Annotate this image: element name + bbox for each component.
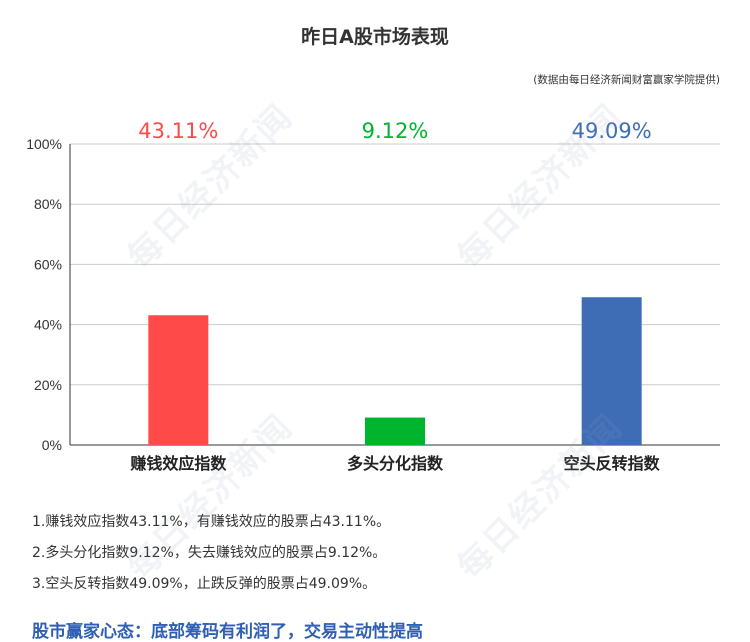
y-tick-label: 0% bbox=[42, 437, 62, 453]
bar bbox=[581, 297, 642, 445]
bar-chart: 0% 20% 40% 60% 80% 100% 赚钱效应指数 43.11% 多头分化指数 9.12… bbox=[26, 119, 720, 473]
data-label: 43.11% bbox=[138, 119, 218, 143]
data-source-note: (数据由每日经济新闻财富赢家学院提供) bbox=[533, 74, 720, 86]
note-item: 2.多头分化指数9.12%，失去赚钱效应的股票占9.12%。 bbox=[32, 545, 387, 561]
bar bbox=[365, 417, 425, 445]
x-tick-label: 多头分化指数 bbox=[347, 454, 444, 473]
y-tick-label: 20% bbox=[34, 377, 62, 393]
x-tick-label: 空头反转指数 bbox=[564, 454, 661, 473]
note-item: 3.空头反转指数49.09%，止跌反弹的股票占49.09%。 bbox=[32, 576, 377, 592]
note-item: 1.赚钱效应指数43.11%，有赚钱效应的股票占43.11%。 bbox=[32, 514, 391, 530]
y-tick-label: 80% bbox=[34, 196, 62, 212]
y-tick-label: 40% bbox=[34, 317, 62, 333]
data-label: 9.12% bbox=[362, 119, 429, 143]
y-tick-label: 60% bbox=[34, 256, 62, 272]
bar bbox=[148, 315, 209, 445]
y-tick-label: 100% bbox=[26, 136, 62, 152]
data-label: 49.09% bbox=[572, 119, 652, 143]
market-mood-text: 股市赢家心态：底部筹码有利润了，交易主动性提高 bbox=[32, 622, 423, 642]
x-tick-label: 赚钱效应指数 bbox=[129, 454, 227, 473]
notes-list: 1.赚钱效应指数43.11%，有赚钱效应的股票占43.11%。 2.多头分化指数… bbox=[32, 512, 390, 605]
chart-title: 昨日A股市场表现 bbox=[301, 26, 449, 48]
